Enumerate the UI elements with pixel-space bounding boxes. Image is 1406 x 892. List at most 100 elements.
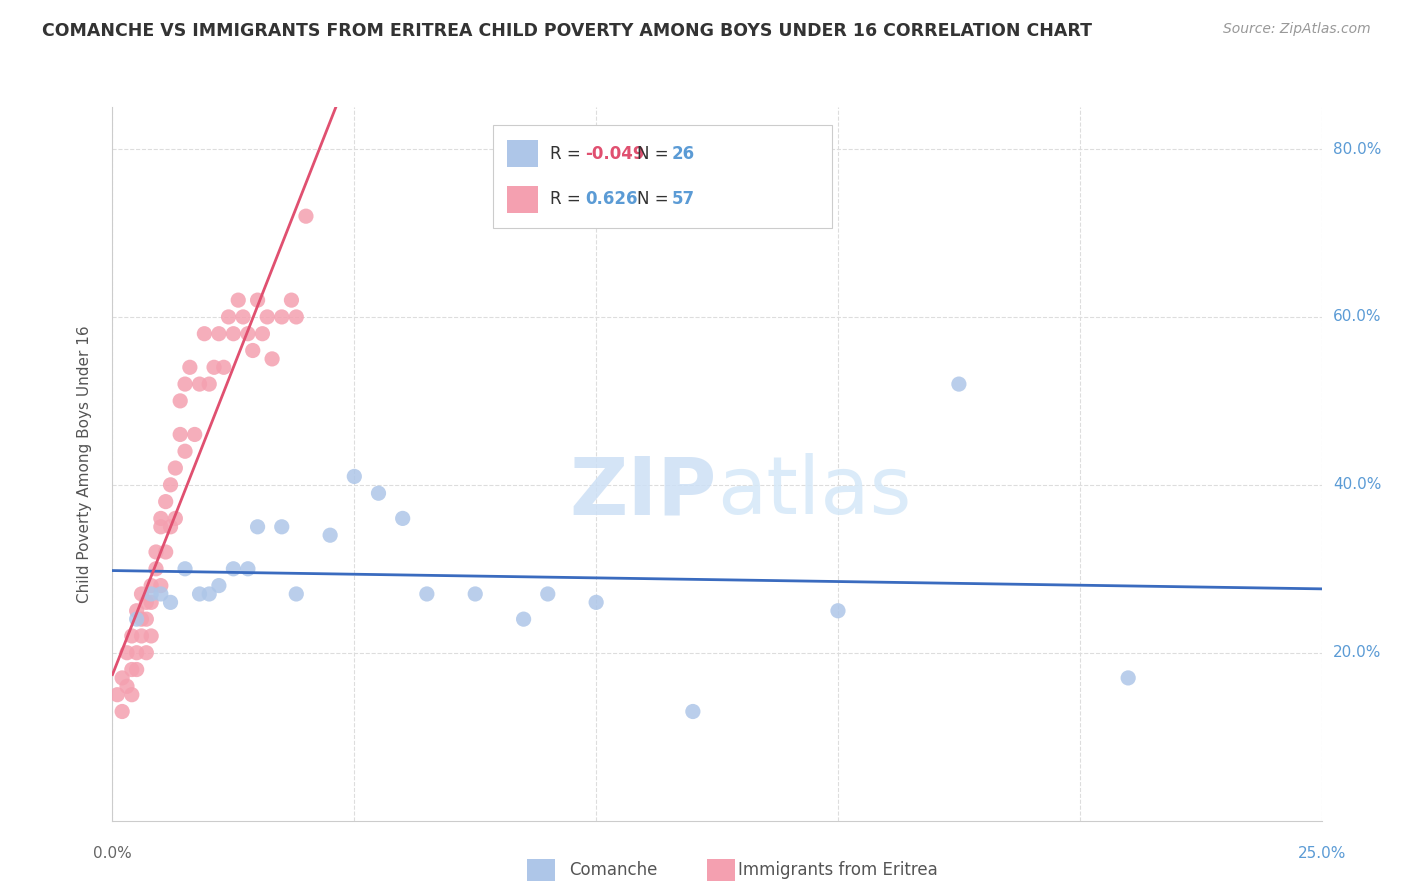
Point	[125, 646, 148, 660]
Point	[174, 562, 197, 576]
Point	[165, 461, 187, 475]
Text: atlas: atlas	[717, 453, 911, 532]
Text: 40.0%: 40.0%	[1333, 477, 1381, 492]
Point	[149, 578, 172, 592]
Point	[174, 377, 197, 392]
Point	[125, 663, 148, 677]
Point	[188, 377, 211, 392]
Point	[416, 587, 439, 601]
Point	[105, 688, 128, 702]
Text: 26: 26	[672, 145, 695, 163]
Point	[585, 595, 607, 609]
Text: R =: R =	[550, 190, 586, 209]
Point	[827, 604, 849, 618]
Point	[135, 646, 157, 660]
Point	[512, 612, 534, 626]
Point	[135, 595, 157, 609]
Text: 57: 57	[672, 190, 695, 209]
Text: 60.0%: 60.0%	[1333, 310, 1381, 325]
Text: N =: N =	[637, 145, 673, 163]
Point	[948, 377, 970, 392]
Point	[111, 705, 134, 719]
Point	[218, 310, 240, 324]
Point	[131, 629, 153, 643]
Point	[169, 393, 191, 408]
Text: Source: ZipAtlas.com: Source: ZipAtlas.com	[1223, 22, 1371, 37]
Point	[202, 360, 225, 375]
Point	[145, 562, 167, 576]
Text: 20.0%: 20.0%	[1333, 645, 1381, 660]
Text: -0.049: -0.049	[585, 145, 644, 163]
Point	[111, 671, 134, 685]
Text: Immigrants from Eritrea: Immigrants from Eritrea	[738, 861, 938, 879]
Point	[280, 293, 302, 307]
Point	[165, 511, 187, 525]
Point	[141, 629, 163, 643]
Point	[115, 679, 138, 693]
Point	[537, 587, 560, 601]
Point	[222, 326, 245, 341]
Point	[121, 663, 143, 677]
Point	[198, 377, 221, 392]
Point	[1116, 671, 1139, 685]
Point	[246, 520, 269, 534]
Point	[159, 520, 181, 534]
Point	[242, 343, 264, 358]
Point	[121, 688, 143, 702]
Point	[169, 427, 191, 442]
Point	[135, 612, 157, 626]
Text: COMANCHE VS IMMIGRANTS FROM ERITREA CHILD POVERTY AMONG BOYS UNDER 16 CORRELATIO: COMANCHE VS IMMIGRANTS FROM ERITREA CHIL…	[42, 22, 1092, 40]
Point	[212, 360, 235, 375]
Point	[149, 520, 172, 534]
Point	[252, 326, 274, 341]
Point	[159, 595, 181, 609]
Point	[125, 604, 148, 618]
Point	[285, 310, 308, 324]
Point	[159, 478, 181, 492]
Point	[198, 587, 221, 601]
Point	[141, 595, 163, 609]
Text: ZIP: ZIP	[569, 453, 717, 532]
Point	[131, 587, 153, 601]
Point	[367, 486, 389, 500]
Point	[295, 209, 318, 223]
Text: R =: R =	[550, 145, 586, 163]
Point	[208, 326, 231, 341]
Text: 0.0%: 0.0%	[93, 846, 132, 861]
Point	[343, 469, 366, 483]
Point	[115, 646, 138, 660]
Point	[141, 587, 163, 601]
Point	[149, 587, 172, 601]
Point	[222, 562, 245, 576]
Point	[155, 494, 177, 508]
Y-axis label: Child Poverty Among Boys Under 16: Child Poverty Among Boys Under 16	[77, 325, 91, 603]
Point	[285, 587, 308, 601]
Point	[193, 326, 215, 341]
Point	[125, 612, 148, 626]
Point	[246, 293, 269, 307]
Point	[391, 511, 413, 525]
Point	[174, 444, 197, 458]
Text: 80.0%: 80.0%	[1333, 142, 1381, 156]
Point	[149, 511, 172, 525]
Point	[183, 427, 205, 442]
Text: 25.0%: 25.0%	[1298, 846, 1346, 861]
Point	[270, 520, 292, 534]
Point	[155, 545, 177, 559]
Text: 0.626: 0.626	[585, 190, 637, 209]
Point	[319, 528, 342, 542]
Point	[179, 360, 201, 375]
Text: Comanche: Comanche	[569, 861, 658, 879]
Point	[141, 578, 163, 592]
Point	[682, 705, 704, 719]
Point	[226, 293, 249, 307]
Point	[188, 587, 211, 601]
Point	[232, 310, 254, 324]
Point	[121, 629, 143, 643]
Point	[236, 326, 259, 341]
Point	[262, 351, 284, 366]
Point	[270, 310, 292, 324]
Point	[208, 578, 231, 592]
Point	[145, 545, 167, 559]
Text: N =: N =	[637, 190, 673, 209]
